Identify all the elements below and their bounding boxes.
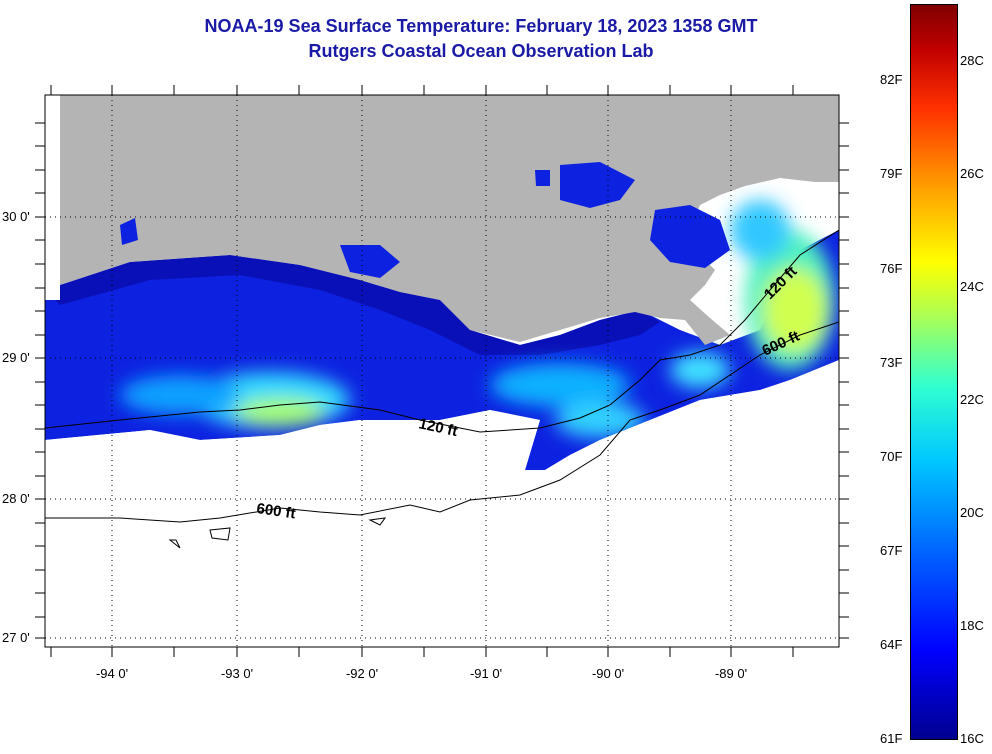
graticule	[45, 95, 839, 647]
lat-label: 29 0'	[2, 350, 30, 365]
cloud-cover	[45, 360, 839, 647]
contour-label: 600 ft	[255, 500, 296, 522]
nearshore-water	[45, 255, 660, 355]
celsius-label: 20C	[960, 505, 984, 520]
fahrenheit-label: 64F	[880, 637, 903, 652]
celsius-label: 22C	[960, 392, 984, 407]
bay	[120, 218, 138, 245]
fahrenheit-label: 61F	[880, 731, 903, 746]
map-border	[44, 94, 840, 648]
celsius-label: 24C	[960, 279, 984, 294]
axis-ticks	[35, 85, 849, 657]
bay	[650, 205, 730, 268]
lat-label: 28 0'	[2, 491, 30, 506]
lat-label: 30 0'	[2, 209, 30, 224]
fahrenheit-label: 79F	[880, 166, 903, 181]
lon-label: -91 0'	[469, 666, 503, 681]
chart-subtitle: Rutgers Coastal Ocean Observation Lab	[308, 41, 654, 61]
fahrenheit-label: 73F	[880, 355, 903, 370]
contour-120ft	[45, 229, 839, 433]
lon-label: -94 0'	[95, 666, 129, 681]
celsius-label: 26C	[960, 166, 984, 181]
lon-label: -93 0'	[220, 666, 254, 681]
land-mass	[45, 95, 839, 345]
lat-label: 27 0'	[2, 630, 30, 645]
lon-label: -92 0'	[345, 666, 379, 681]
chart-title: NOAA-19 Sea Surface Temperature: Februar…	[204, 16, 758, 36]
celsius-label: 16C	[960, 731, 984, 746]
lon-label: -89 0'	[714, 666, 748, 681]
fahrenheit-label: 67F	[880, 543, 903, 558]
bay	[340, 245, 400, 278]
lon-label: -90 0'	[591, 666, 625, 681]
contour-islands	[168, 517, 387, 549]
celsius-label: 28C	[960, 53, 984, 68]
cloud-cover	[45, 95, 60, 300]
fahrenheit-label: 76F	[880, 261, 903, 276]
bay	[560, 162, 635, 208]
fahrenheit-label: 82F	[880, 72, 903, 87]
contour-600ft	[45, 321, 839, 523]
temperature-colorbar	[910, 4, 958, 740]
bay	[535, 170, 550, 186]
celsius-label: 18C	[960, 618, 984, 633]
fahrenheit-label: 70F	[880, 449, 903, 464]
